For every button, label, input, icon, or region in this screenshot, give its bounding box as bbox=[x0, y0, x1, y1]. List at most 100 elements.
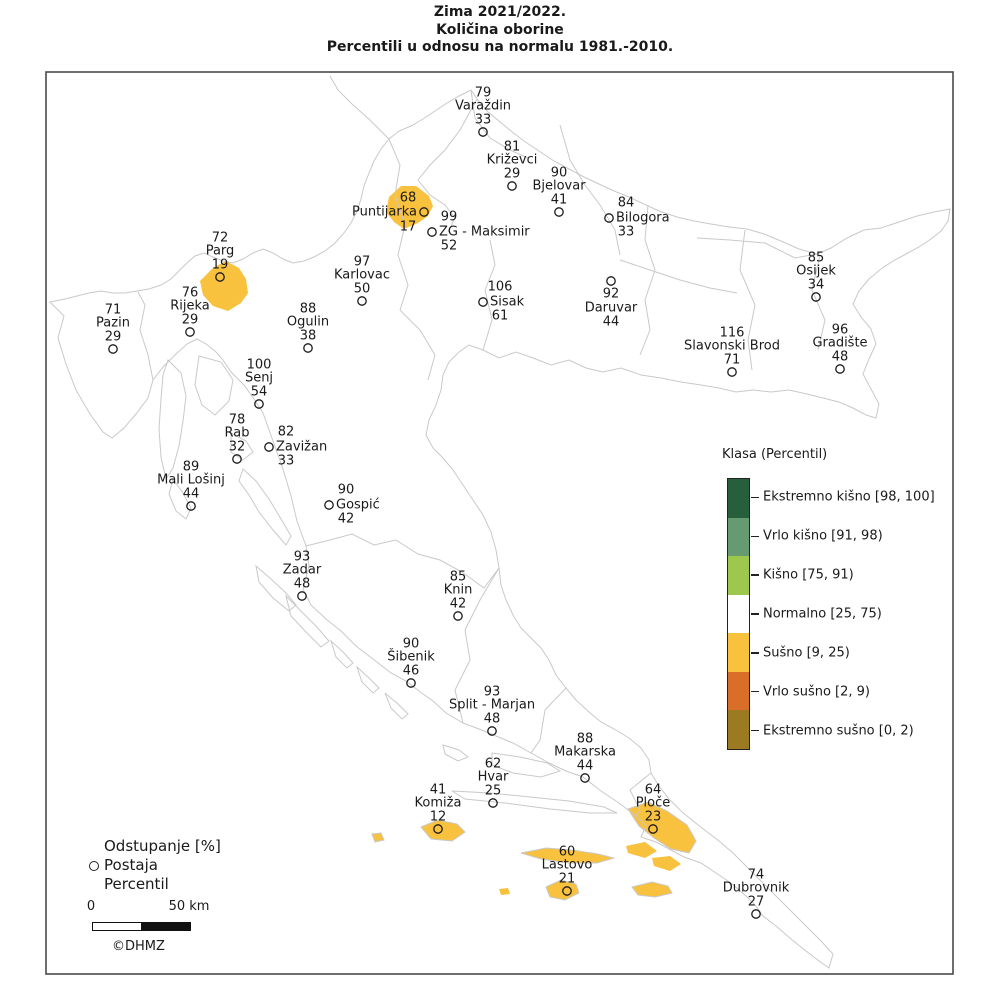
station-marker bbox=[488, 798, 498, 808]
station-percentile-value: 25 bbox=[485, 784, 502, 799]
dry-area-patches bbox=[200, 186, 696, 900]
legend-swatch-0 bbox=[728, 479, 749, 518]
station-name: Daruvar bbox=[585, 301, 638, 316]
station-name: Rijeka bbox=[170, 299, 210, 314]
marker-key: Odstupanje [%] Postaja Percentil bbox=[89, 837, 221, 894]
station-percentile-value: 32 bbox=[229, 440, 246, 455]
station-percentile-value: 29 bbox=[504, 167, 521, 182]
island-losinj bbox=[168, 477, 192, 520]
station-percentile-value: 44 bbox=[577, 759, 594, 774]
scale-end-label: 50 km bbox=[168, 899, 210, 914]
peninsula-peljesac bbox=[627, 801, 697, 854]
scale-start-label: 0 bbox=[86, 899, 96, 914]
legend-colorbar bbox=[727, 478, 750, 750]
station-marker bbox=[186, 501, 196, 511]
station-name: Zavižan bbox=[276, 440, 327, 455]
key-station-label: Postaja bbox=[104, 856, 158, 874]
station-marker bbox=[835, 364, 845, 374]
station-marker bbox=[606, 276, 616, 286]
station-marker bbox=[303, 343, 313, 353]
station-name: ZG - Maksimir bbox=[439, 225, 530, 240]
legend-tick-icon bbox=[751, 574, 759, 576]
station-marker bbox=[453, 611, 463, 621]
station-name: Osijek bbox=[796, 264, 836, 279]
station-marker bbox=[554, 207, 564, 217]
station-percentile-value: 33 bbox=[278, 454, 295, 469]
station-name: Parg bbox=[206, 244, 235, 259]
island-lastovo bbox=[545, 879, 580, 901]
station-marker bbox=[232, 454, 242, 464]
station-name: Bilogora bbox=[616, 211, 670, 226]
station-name: Varaždin bbox=[455, 99, 511, 114]
island-rab bbox=[230, 432, 254, 461]
station-marker bbox=[811, 292, 821, 302]
island-korcula bbox=[520, 847, 616, 864]
dry-patch-mljet bbox=[632, 882, 672, 897]
station-name: Rab bbox=[225, 426, 250, 441]
station-deviation-value: 88 bbox=[577, 732, 594, 747]
county-line-13 bbox=[305, 533, 500, 589]
station-name: Split - Marjan bbox=[449, 698, 535, 713]
station-percentile-value: 19 bbox=[212, 258, 229, 273]
station-percentile-value: 44 bbox=[603, 315, 620, 330]
station-name: Gospić bbox=[336, 498, 380, 513]
station-deviation-value: 90 bbox=[338, 483, 355, 498]
station-name: Mali Lošinj bbox=[157, 473, 225, 488]
legend-tick-icon bbox=[751, 691, 759, 693]
station-percentile-value: 21 bbox=[559, 872, 576, 887]
station-percentile-value: 48 bbox=[294, 577, 311, 592]
scale-bar-segment-white bbox=[93, 923, 142, 930]
legend-tick-icon bbox=[751, 613, 759, 615]
station-deviation-value: 68 bbox=[400, 191, 417, 206]
station-deviation-value: 99 bbox=[441, 210, 458, 225]
station-name: Pazin bbox=[96, 316, 130, 331]
legend-tick-icon bbox=[751, 652, 759, 654]
key-deviation-line: Odstupanje [%] bbox=[89, 837, 221, 856]
dry-patch-1 bbox=[626, 842, 657, 858]
station-marker bbox=[185, 327, 195, 337]
title-line-1: Zima 2021/2022. bbox=[433, 4, 567, 20]
key-deviation-label: Odstupanje [%] bbox=[104, 837, 221, 855]
boundaries-layer bbox=[48, 75, 951, 969]
station-percentile-value: 17 bbox=[400, 220, 417, 235]
station-percentile-value: 33 bbox=[618, 225, 635, 240]
island-solta bbox=[442, 744, 469, 762]
station-deviation-value: 116 bbox=[720, 326, 745, 341]
station-percentile-value: 61 bbox=[492, 309, 509, 324]
station-marker bbox=[751, 909, 761, 919]
station-percentile-value: 29 bbox=[105, 330, 122, 345]
station-name: Ploče bbox=[636, 796, 671, 811]
station-deviation-value: 84 bbox=[618, 196, 635, 211]
station-percentile-value: 23 bbox=[645, 810, 662, 825]
station-marker bbox=[264, 442, 274, 452]
station-name: Dubrovnik bbox=[723, 881, 790, 896]
station-deviation-value: 64 bbox=[645, 783, 662, 798]
station-marker bbox=[406, 678, 416, 688]
station-marker bbox=[648, 824, 658, 834]
station-deviation-value: 85 bbox=[808, 251, 825, 266]
county-line-12 bbox=[399, 309, 436, 381]
station-marker bbox=[580, 773, 590, 783]
station-marker bbox=[357, 296, 367, 306]
station-deviation-value: 100 bbox=[247, 358, 272, 373]
county-line-3 bbox=[417, 179, 456, 233]
title-line-3: Percentili u odnosu na normalu 1981.-201… bbox=[326, 39, 674, 55]
station-percentile-value: 27 bbox=[748, 895, 765, 910]
